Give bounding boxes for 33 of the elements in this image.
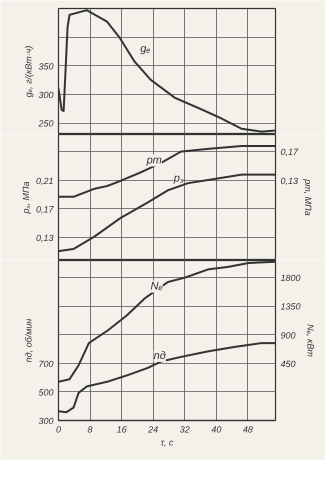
y-tick-label: 250 bbox=[37, 118, 54, 129]
y-tick-label: 300 bbox=[38, 90, 54, 100]
y2-tick-label: 0,13 bbox=[280, 176, 298, 186]
x-tick-label: 8 bbox=[88, 424, 93, 434]
y2-axis-title: pт, МПа bbox=[303, 178, 314, 216]
y-tick-label: 0,21 bbox=[36, 176, 54, 186]
series-label: pₛ bbox=[172, 172, 184, 184]
y2-tick-label: 1350 bbox=[280, 302, 301, 312]
y-tick-label: 0,17 bbox=[36, 204, 54, 214]
y2-tick-label: 900 bbox=[280, 330, 296, 340]
x-tick-label: 40 bbox=[211, 424, 222, 434]
y2-tick-label: 1800 bbox=[280, 273, 301, 284]
y-tick-label: 700 bbox=[38, 358, 54, 369]
y-tick-label: 300 bbox=[38, 416, 54, 426]
y-axis-title: nд, об/мин bbox=[23, 318, 34, 362]
y2-axis-title: Nₑ, кВт bbox=[306, 324, 316, 358]
y-axis-title: gₑ, г/(кВт·ч) bbox=[23, 46, 34, 98]
x-tick-label: 16 bbox=[116, 424, 127, 434]
series-label: Nₑ bbox=[150, 280, 163, 293]
y2-tick-label: 450 bbox=[280, 358, 296, 369]
series-label: nд bbox=[154, 350, 166, 362]
series-label: gₑ bbox=[140, 43, 151, 56]
x-tick-label: 48 bbox=[242, 424, 253, 434]
y2-tick-label: 0,17 bbox=[280, 147, 300, 158]
series-label: pт bbox=[146, 154, 162, 166]
x-axis-title: τ, с bbox=[160, 438, 174, 448]
x-tick-label: 32 bbox=[180, 424, 190, 434]
y-tick-label: 350 bbox=[38, 61, 54, 72]
x-tick-label: 0 bbox=[56, 424, 62, 434]
x-tick-label: 24 bbox=[147, 424, 158, 434]
y-tick-label: 0,13 bbox=[36, 233, 54, 244]
y-tick-label: 500 bbox=[38, 387, 54, 398]
y-axis-title: pₛ, МПа bbox=[20, 181, 31, 215]
